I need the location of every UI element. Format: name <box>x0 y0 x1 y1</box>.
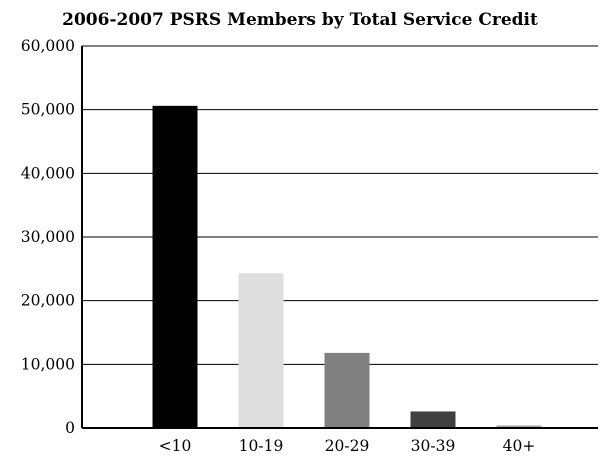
chart-title: 2006-2007 PSRS Members by Total Service … <box>62 10 538 30</box>
x-tick-label: 20-29 <box>325 437 370 455</box>
x-axis-tick-labels: <10 10-19 20-29 30-39 40+ <box>159 437 536 455</box>
y-tick-label: 60,000 <box>21 37 75 55</box>
y-axis-tick-labels: 0 10,000 20,000 30,000 40,000 50,000 60,000 <box>21 37 75 437</box>
bars <box>152 105 542 428</box>
x-tick-label: 10-19 <box>239 437 284 455</box>
y-tick-label: 10,000 <box>21 355 75 373</box>
y-tick-label: 40,000 <box>21 164 75 182</box>
bar-1 <box>238 273 284 428</box>
bar-4 <box>496 425 542 428</box>
bar-0 <box>152 105 198 428</box>
y-tick-label: 20,000 <box>21 292 75 310</box>
x-tick-label: 40+ <box>503 437 536 455</box>
bar-3 <box>410 411 456 428</box>
bar-2 <box>324 352 370 428</box>
x-tick-label: <10 <box>159 437 192 455</box>
x-tick-label: 30-39 <box>411 437 456 455</box>
y-tick-label: 50,000 <box>21 101 75 119</box>
y-tick-label: 0 <box>65 419 75 437</box>
y-tick-label: 30,000 <box>21 228 75 246</box>
